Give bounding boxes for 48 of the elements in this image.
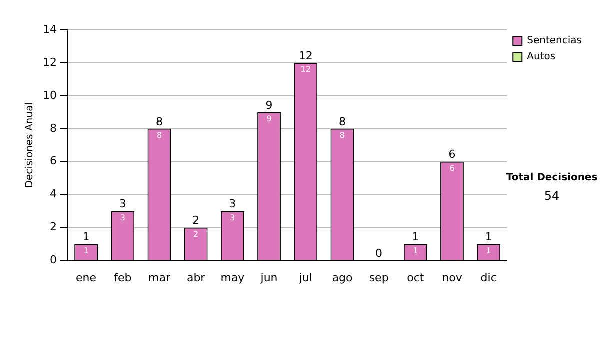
- data-label: 9: [266, 114, 272, 124]
- y-tick-label: 10: [42, 88, 57, 102]
- data-label: 6: [450, 164, 455, 173]
- total-label: 12: [298, 49, 313, 62]
- y-tick-label: 4: [50, 188, 57, 201]
- x-tick-label: jun: [260, 271, 278, 284]
- x-tick-label: ago: [332, 271, 353, 284]
- annotation: Total Decisiones: [506, 172, 598, 184]
- data-label: 1: [486, 246, 492, 256]
- total-label: 2: [192, 214, 200, 228]
- y-tick-label: 8: [50, 122, 57, 135]
- y-tick-label: 2: [50, 220, 57, 234]
- data-label: 1: [84, 246, 89, 256]
- total-label: 0: [376, 247, 383, 260]
- data-label: 8: [340, 130, 346, 140]
- total-label: 6: [448, 148, 456, 162]
- x-tick-label: oct: [407, 271, 425, 284]
- x-tick-label: may: [220, 271, 246, 284]
- data-label: 8: [156, 130, 162, 140]
- data-label: 2: [194, 230, 199, 239]
- data-label: 3: [120, 213, 126, 222]
- y-tick-label: 12: [42, 56, 57, 69]
- y-tick-label: 0: [50, 254, 57, 267]
- total-label: 1: [412, 230, 420, 244]
- total-label: 8: [338, 115, 346, 128]
- data-label: 1: [413, 246, 418, 256]
- total-label: 9: [266, 98, 273, 112]
- x-tick-label: mar: [148, 271, 171, 284]
- x-tick-label: ene: [76, 271, 97, 284]
- total-label: 3: [229, 198, 236, 211]
- x-tick-label: abr: [186, 271, 206, 284]
- total-label: 3: [119, 198, 126, 211]
- data-label: 12: [300, 65, 311, 74]
- x-tick-label: nov: [442, 271, 463, 284]
- legend-label: Autos: [527, 52, 556, 63]
- total-label: 1: [485, 230, 492, 244]
- total-label: 8: [156, 115, 163, 128]
- text: 54: [544, 189, 560, 204]
- total-label: 1: [82, 230, 90, 244]
- x-tick-label: jul: [298, 271, 312, 284]
- x-tick-label: dic: [480, 271, 497, 284]
- x-tick-label: feb: [114, 271, 132, 284]
- y-axis-title: Decisiones Anual: [24, 102, 36, 188]
- data-label: 3: [230, 213, 236, 222]
- y-tick-label: 14: [42, 22, 57, 36]
- y-tick-label: 6: [50, 154, 57, 168]
- x-tick-label: sep: [369, 271, 389, 284]
- legend-label: Sentencias: [527, 36, 582, 47]
